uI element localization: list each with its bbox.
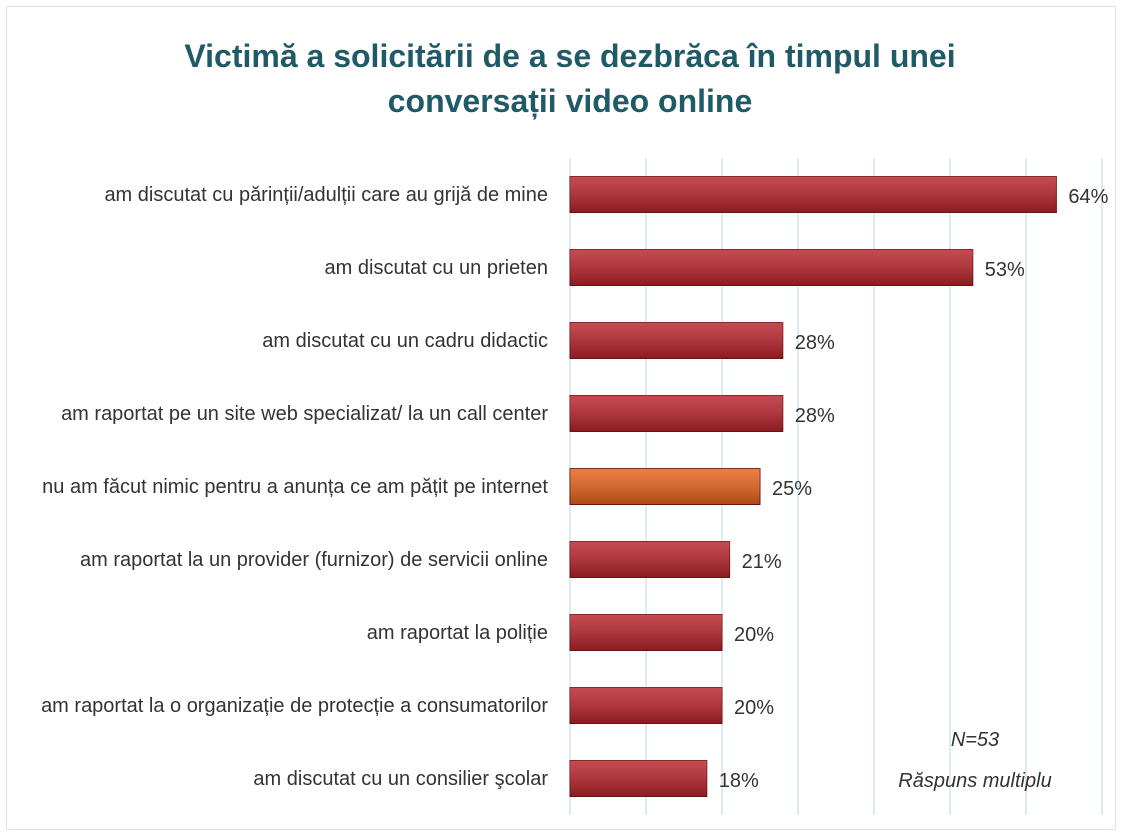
- bar-shade: [570, 541, 730, 578]
- value-label: 20%: [734, 696, 775, 719]
- value-label: 21%: [741, 550, 782, 573]
- y-tick-label: am discutat cu un cadru didactic: [262, 329, 548, 352]
- y-tick-label: am discutat cu un prieten: [324, 256, 548, 279]
- bar-shade: [570, 322, 783, 359]
- annotation: Răspuns multiplu: [898, 770, 1052, 792]
- value-label: 28%: [794, 331, 835, 354]
- value-label: 28%: [794, 404, 835, 427]
- frame: [6, 6, 1116, 830]
- chart-title: Victimă a solicitării de a se dezbrăca î…: [184, 38, 956, 119]
- bar-shade: [570, 176, 1057, 213]
- value-label: 64%: [1068, 185, 1109, 208]
- y-tick-label: am raportat la un provider (furnizor) de…: [80, 548, 548, 571]
- y-tick-label: am raportat pe un site web specializat/ …: [61, 402, 548, 425]
- value-label: 25%: [772, 477, 813, 500]
- bar-shade: [570, 760, 707, 797]
- bar-shade: [570, 249, 973, 286]
- y-tick-label: am discutat cu un consilier şcolar: [253, 767, 548, 790]
- value-label: 53%: [984, 258, 1025, 281]
- value-label: 18%: [718, 769, 759, 792]
- bar-shade: [570, 395, 783, 432]
- y-tick-label: am raportat la o organizație de protecți…: [41, 694, 548, 717]
- y-tick-label: nu am făcut nimic pentru a anunța ce am …: [42, 475, 548, 498]
- bar-shade: [570, 614, 722, 651]
- value-label: 20%: [734, 623, 775, 646]
- bar-shade: [570, 468, 760, 505]
- y-tick-label: am discutat cu părinții/adulții care au …: [104, 183, 548, 206]
- y-tick-label: am raportat la poliție: [366, 621, 548, 644]
- annotation: N=53: [950, 729, 1000, 751]
- bar-shade: [570, 687, 722, 724]
